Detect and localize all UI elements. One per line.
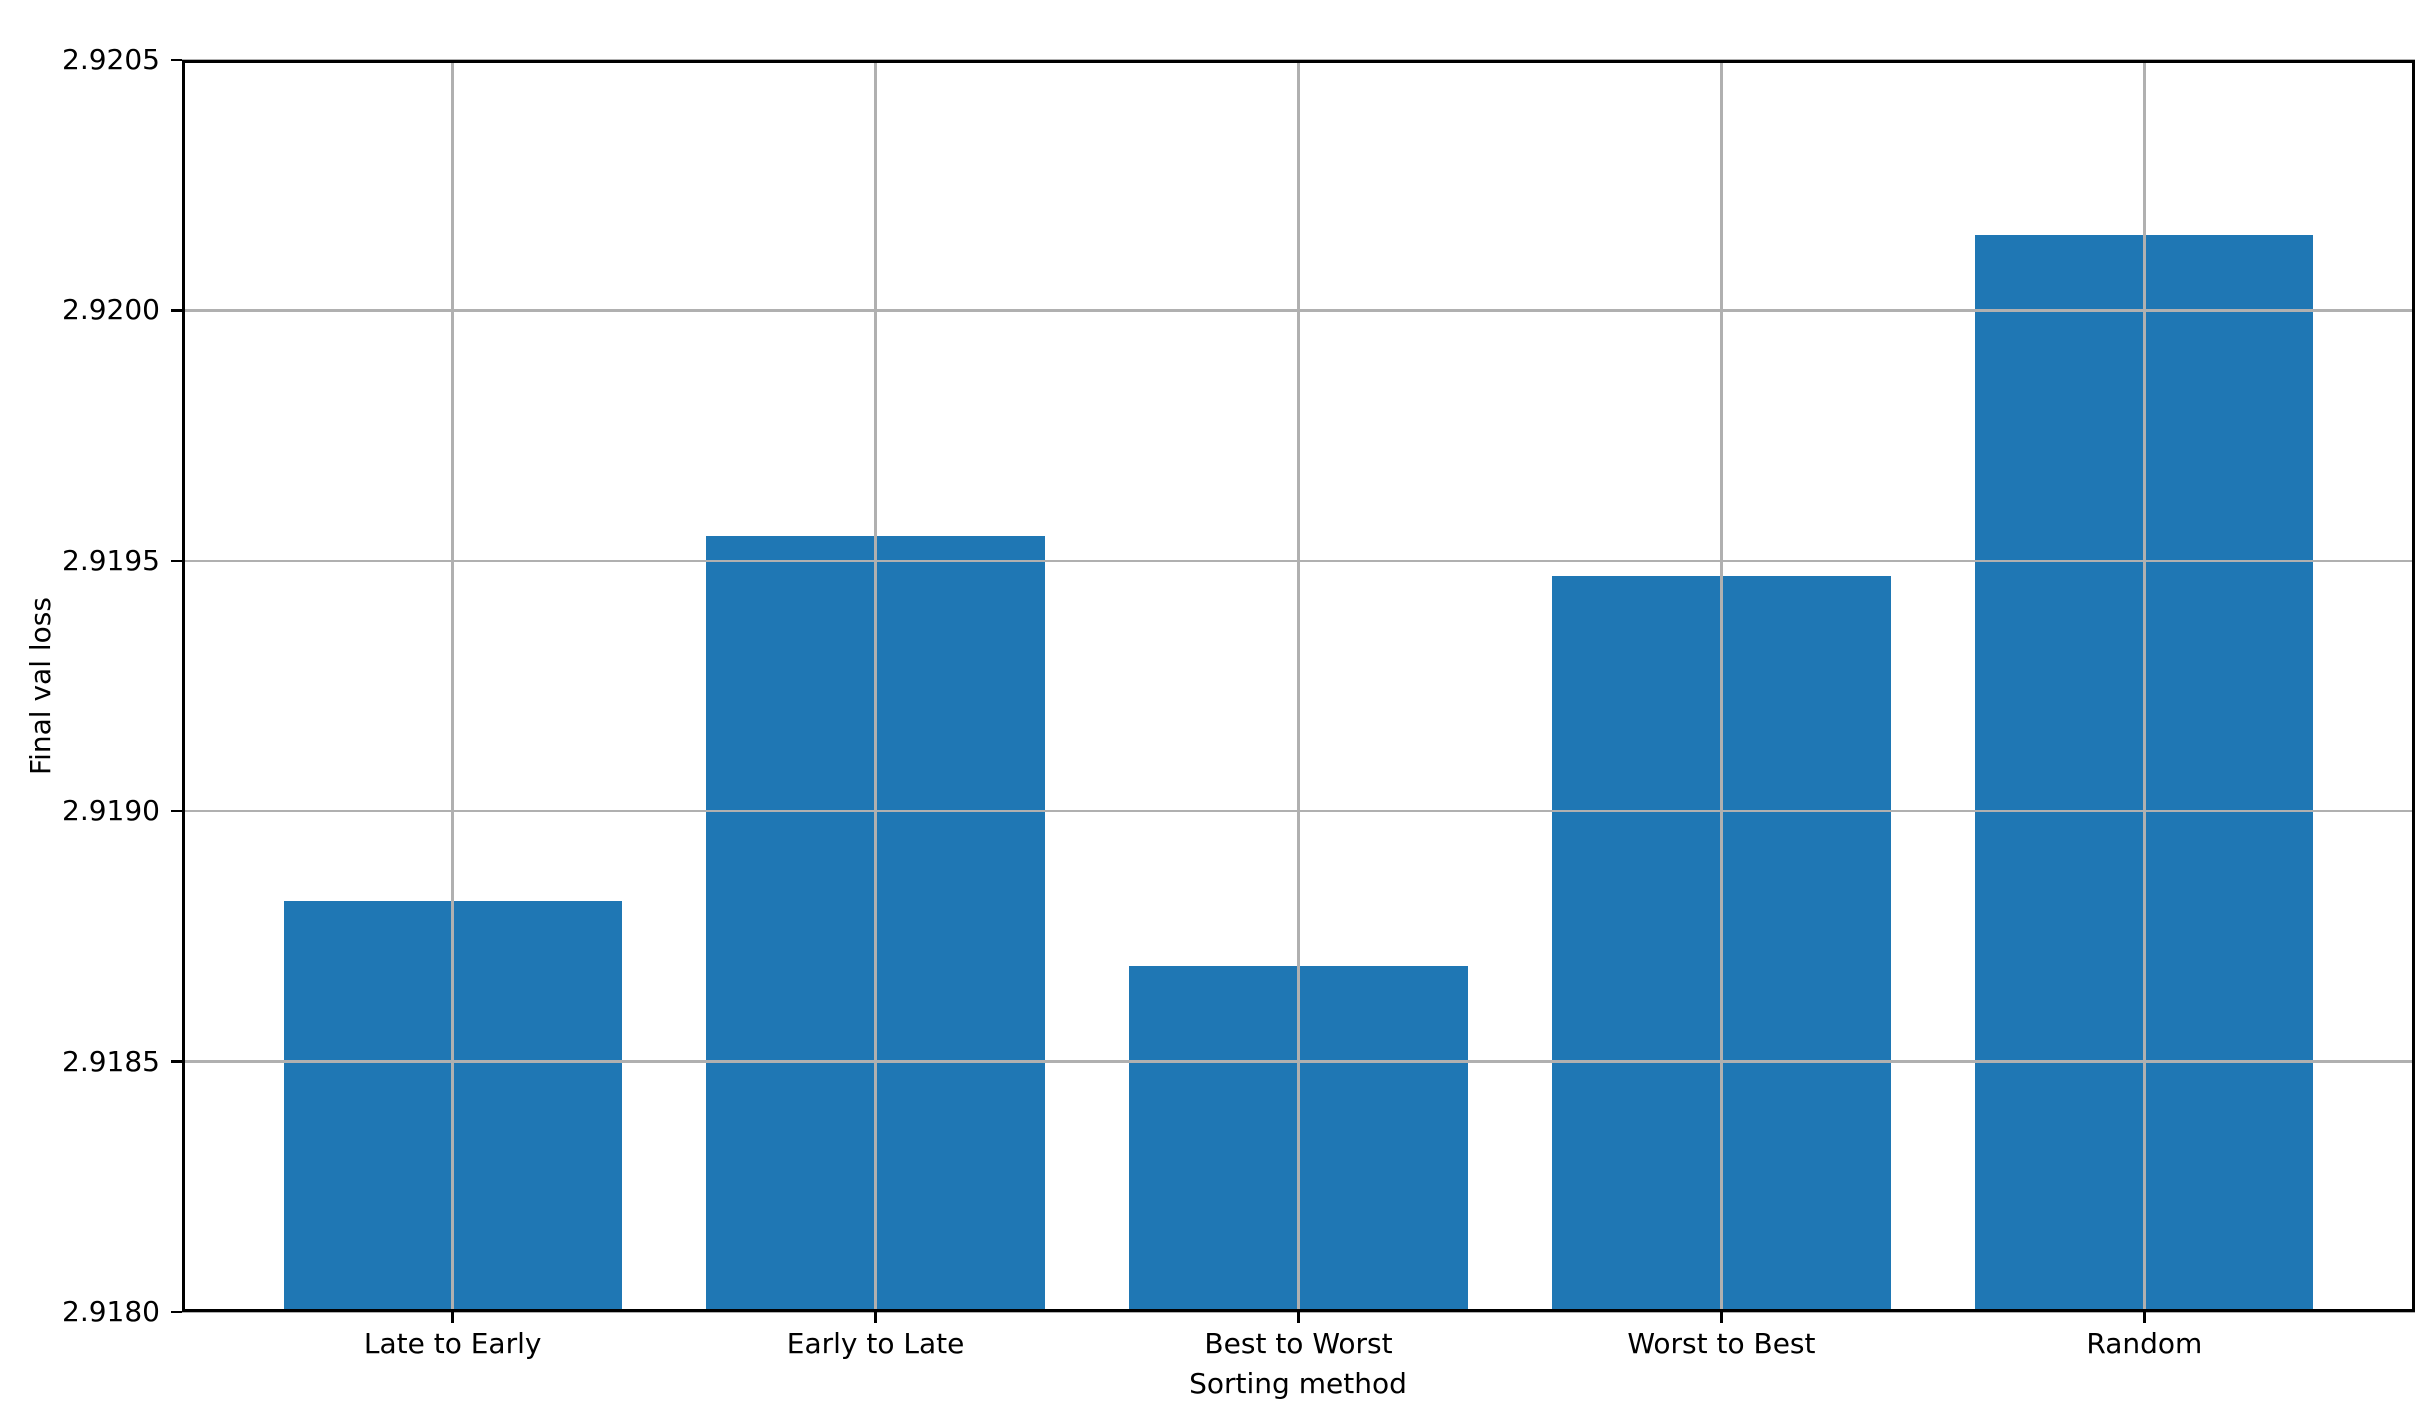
v-gridline bbox=[1720, 60, 1723, 1312]
v-gridline bbox=[451, 60, 454, 1312]
x-tick-label: Late to Early bbox=[363, 1327, 542, 1360]
y-tick-mark bbox=[171, 58, 182, 62]
x-tick-label: Best to Worst bbox=[1204, 1327, 1393, 1360]
x-tick-mark bbox=[874, 1312, 877, 1323]
y-tick-label: 2.9180 bbox=[62, 1295, 160, 1328]
y-tick-label: 2.9200 bbox=[62, 293, 160, 327]
y-tick-label: 2.9195 bbox=[62, 543, 160, 577]
y-tick-mark bbox=[171, 309, 182, 312]
y-tick-mark bbox=[171, 1310, 182, 1314]
y-tick-label: 2.9185 bbox=[62, 1044, 160, 1078]
x-tick-label: Random bbox=[2086, 1327, 2203, 1360]
x-axis-label: Sorting method bbox=[1189, 1367, 1407, 1400]
v-gridline bbox=[874, 60, 877, 1312]
v-gridline bbox=[1297, 60, 1300, 1312]
x-tick-mark bbox=[451, 1312, 454, 1323]
x-tick-mark bbox=[1720, 1312, 1723, 1323]
v-gridline bbox=[2143, 60, 2146, 1312]
grid-layer bbox=[182, 58, 2415, 1314]
y-tick-mark bbox=[171, 1060, 182, 1063]
y-tick-label: 2.9190 bbox=[62, 794, 160, 828]
y-tick-mark bbox=[171, 809, 182, 813]
y-tick-mark bbox=[171, 559, 182, 563]
plot-area bbox=[182, 58, 2415, 1314]
y-tick-label: 2.9205 bbox=[62, 43, 160, 76]
x-tick-label: Early to Late bbox=[786, 1327, 965, 1360]
y-axis-label: Final val loss bbox=[24, 597, 57, 775]
x-tick-mark bbox=[1297, 1312, 1300, 1323]
x-tick-label: Worst to Best bbox=[1627, 1327, 1816, 1360]
x-tick-mark bbox=[2143, 1312, 2146, 1323]
